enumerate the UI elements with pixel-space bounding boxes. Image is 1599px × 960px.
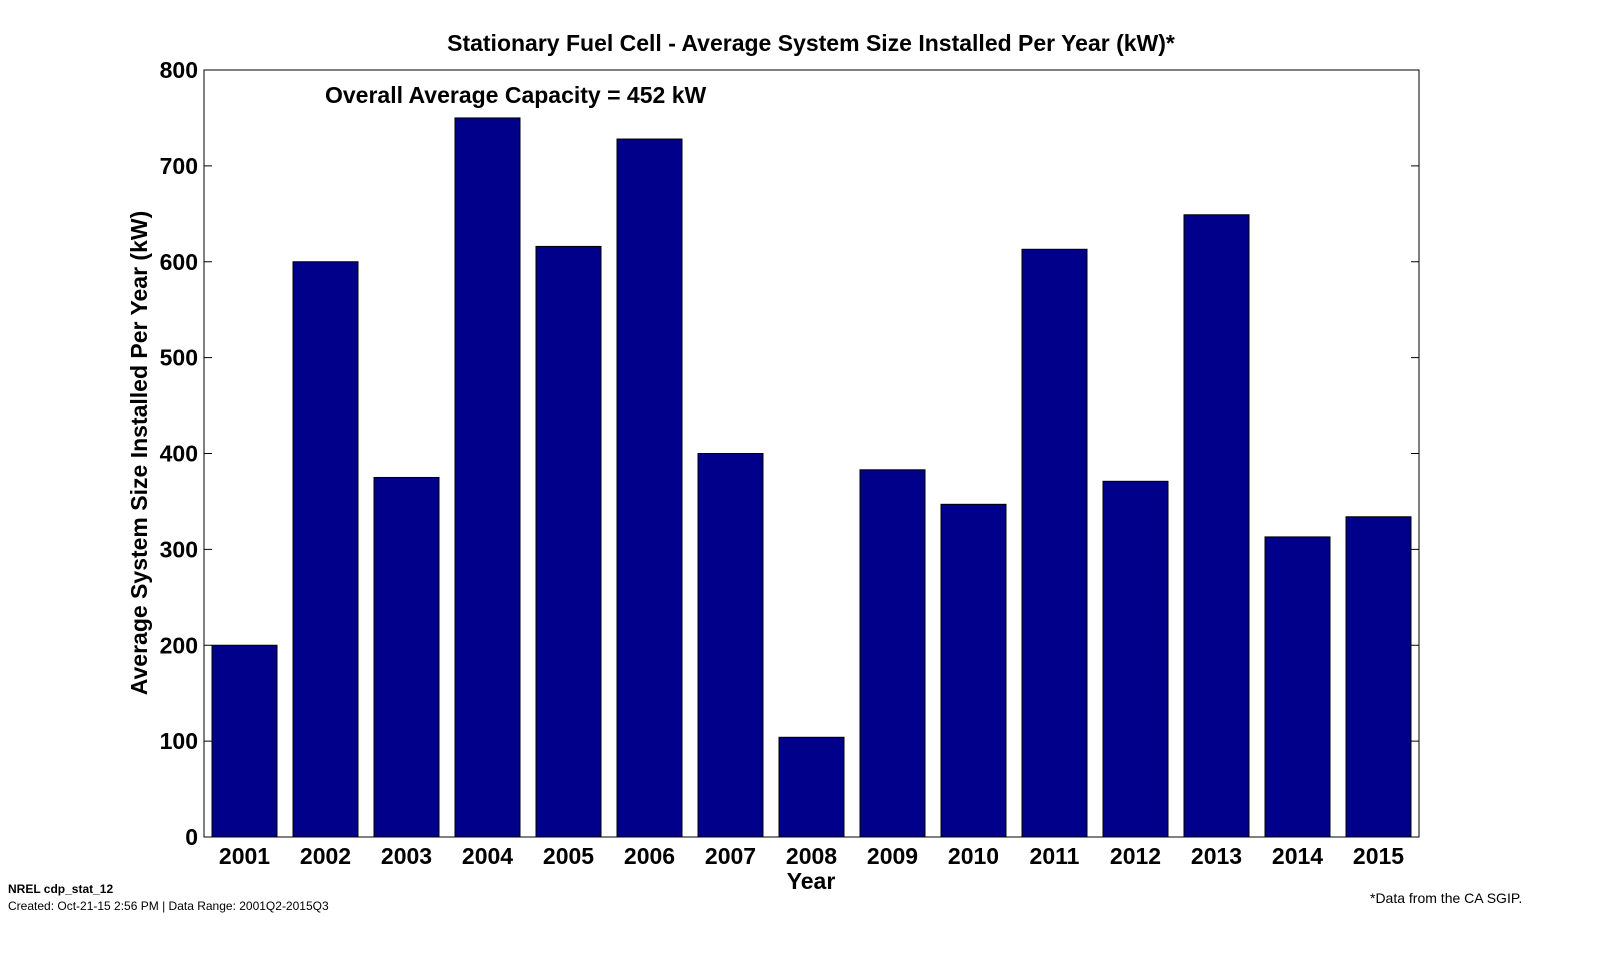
x-tick-label: 2004 (462, 843, 513, 869)
y-tick-label: 600 (160, 249, 198, 275)
x-tick-label: 2006 (624, 843, 675, 869)
x-tick-label: 2013 (1191, 843, 1242, 869)
chart-title: Stationary Fuel Cell - Average System Si… (447, 30, 1175, 56)
bar-2009 (859, 469, 926, 838)
bar-2002 (292, 261, 359, 838)
y-tick-label: 300 (160, 536, 198, 562)
created-info: Created: Oct-21-15 2:56 PM | Data Range:… (8, 899, 329, 913)
bar-2006 (616, 138, 683, 838)
plot-frame (203, 69, 1420, 838)
x-tick-label: 2015 (1353, 843, 1404, 869)
average-annotation: Overall Average Capacity = 452 kW (325, 82, 706, 108)
x-axis-label: Year (787, 868, 836, 894)
y-tick-label: 500 (160, 345, 198, 371)
bar-2010 (940, 503, 1007, 838)
bar-2014 (1264, 536, 1331, 838)
y-tick-label: 800 (160, 57, 198, 83)
bar-2005 (535, 245, 602, 838)
x-tick-label: 2005 (543, 843, 594, 869)
x-tick-label: 2014 (1272, 843, 1323, 869)
bar-2004 (454, 117, 521, 838)
x-tick-label: 2008 (786, 843, 837, 869)
y-tick-label: 0 (185, 824, 198, 850)
x-tick-label: 2010 (948, 843, 999, 869)
bar-2011 (1021, 248, 1088, 838)
bar-2012 (1102, 480, 1169, 838)
bar-2007 (697, 453, 764, 838)
bar-2008 (778, 736, 845, 838)
bar-2015 (1345, 516, 1412, 838)
bar-2001 (211, 644, 278, 838)
x-tick-label: 2002 (300, 843, 351, 869)
x-tick-label: 2012 (1110, 843, 1161, 869)
y-axis-label: Average System Size Installed Per Year (… (126, 211, 152, 696)
bar-2003 (373, 476, 440, 838)
data-source-note: *Data from the CA SGIP. (1370, 890, 1523, 906)
y-tick-label: 400 (160, 441, 198, 467)
y-tick-label: 100 (160, 728, 198, 754)
x-tick-label: 2003 (381, 843, 432, 869)
bar-2013 (1183, 214, 1250, 838)
x-tick-label: 2007 (705, 843, 756, 869)
x-tick-label: 2009 (867, 843, 918, 869)
y-tick-label: 200 (160, 632, 198, 658)
x-tick-label: 2011 (1030, 843, 1080, 869)
x-tick-label: 2001 (219, 843, 270, 869)
y-tick-label: 700 (160, 153, 198, 179)
chart-id: NREL cdp_stat_12 (8, 882, 114, 896)
